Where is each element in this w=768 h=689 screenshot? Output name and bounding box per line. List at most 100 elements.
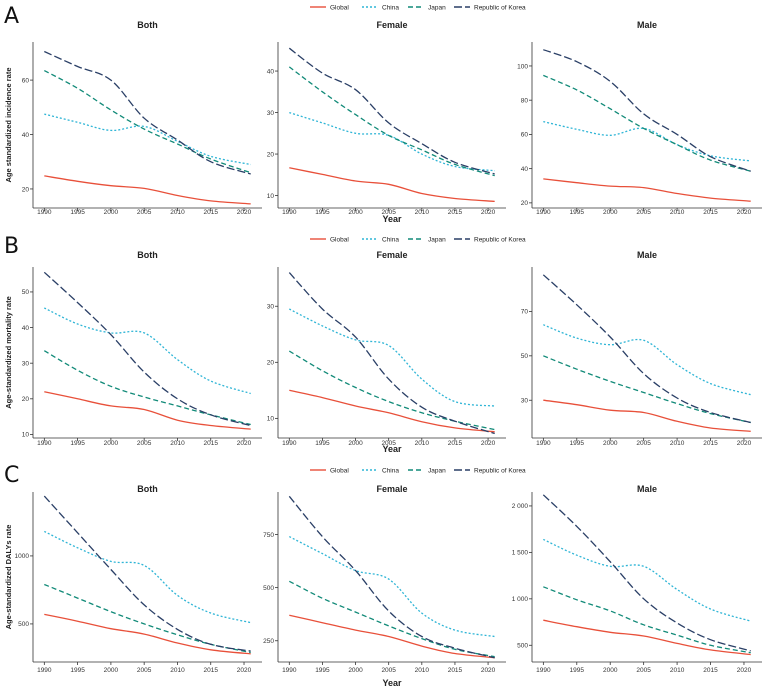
series-line-china [44, 530, 251, 624]
y-tick-label: 10 [22, 432, 30, 439]
series-line-china [289, 111, 495, 172]
x-tick-label: 2015 [204, 440, 219, 447]
x-tick-label: 2015 [703, 667, 718, 674]
series-line-japan [543, 355, 751, 424]
x-tick-label: 2005 [137, 667, 152, 674]
x-axis-label: Year [382, 444, 402, 454]
chart-C-both: Both 500 1000 1990 1995 2000 2005 2010 2015 2020 A… [4, 484, 262, 674]
series-line-japan [289, 580, 495, 658]
x-tick-label: 1990 [536, 440, 551, 447]
x-tick-label: 2000 [348, 209, 363, 216]
series-line-china [288, 308, 495, 407]
series-line-global [44, 175, 251, 205]
x-tick-label: 2020 [737, 440, 752, 447]
legend-label-global: Global [330, 5, 349, 12]
x-tick-label: 2000 [603, 209, 618, 216]
y-tick-label: 70 [521, 309, 529, 316]
x-tick-label: 1990 [37, 209, 52, 216]
series-line-global [289, 167, 495, 203]
series-line-japan [543, 586, 751, 654]
y-tick-label: 30 [267, 110, 275, 117]
x-tick-label: 1990 [282, 209, 297, 216]
series-line-global [289, 389, 495, 433]
facet-title: Both [137, 484, 158, 494]
x-axis-label: Year [382, 678, 402, 688]
series-line-republic-of-korea [43, 495, 251, 652]
series-line-japan [44, 70, 251, 174]
series-line-republic-of-korea [542, 274, 751, 424]
chart-C-male: Male 500 1 000 1 500 2 000 1990 1995 2000 2005 20… [512, 484, 762, 674]
series-line-global [543, 399, 751, 432]
series-line-republic-of-korea [43, 271, 251, 427]
facet-title: Male [637, 250, 657, 260]
y-tick-label: 60 [22, 77, 30, 84]
x-tick-label: 2000 [348, 440, 363, 447]
y-tick-label: 10 [267, 193, 275, 200]
panel-label-A: A [4, 4, 19, 29]
x-tick-label: 1995 [570, 209, 585, 216]
legend-label-china: China [382, 5, 399, 12]
x-tick-label: 2000 [603, 667, 618, 674]
y-tick-label: 40 [22, 325, 30, 332]
x-tick-label: 1995 [315, 440, 330, 447]
x-tick-label: 2000 [603, 440, 618, 447]
y-axis-label: Age-standardized mortality rate [4, 296, 13, 409]
x-tick-label: 2010 [170, 667, 185, 674]
y-tick-label: 50 [521, 353, 529, 360]
x-tick-label: 2000 [104, 667, 119, 674]
series-line-japan [43, 350, 251, 426]
chart-A-female: Female 10 20 30 40 1990 1995 2000 2005 2010 2015 20… [267, 20, 506, 224]
x-tick-label: 2010 [415, 209, 430, 216]
facet-title: Male [637, 20, 657, 30]
x-tick-label: 2020 [481, 209, 496, 216]
legend-label-republic-of-korea: Republic of Korea [474, 237, 526, 244]
x-tick-label: 2015 [204, 209, 219, 216]
x-tick-label: 1995 [570, 440, 585, 447]
x-tick-label: 2010 [415, 440, 430, 447]
legend-B: Global China Japan Republic of Korea [310, 237, 526, 244]
series-line-japan [543, 74, 751, 172]
x-tick-label: 1995 [315, 209, 330, 216]
y-tick-label: 30 [267, 304, 275, 311]
x-tick-label: 2020 [481, 440, 496, 447]
y-tick-label: 1000 [15, 553, 30, 560]
panel-label-C: C [4, 463, 19, 488]
facet-title: Both [137, 20, 158, 30]
series-line-global [543, 178, 751, 202]
chart-A-both: Both 20 40 60 1990 1995 2000 2005 2010 2015 2020 Ag… [4, 20, 262, 216]
series-line-japan [44, 583, 251, 654]
x-tick-label: 2015 [204, 667, 219, 674]
series-line-china [543, 324, 751, 396]
x-tick-label: 2000 [104, 209, 119, 216]
y-tick-label: 30 [22, 360, 30, 367]
legend-label-china: China [382, 468, 399, 475]
legend-label-china: China [382, 237, 399, 244]
legend-label-republic-of-korea: Republic of Korea [474, 5, 526, 12]
x-tick-label: 1995 [70, 667, 85, 674]
y-tick-label: 40 [521, 166, 529, 173]
y-tick-label: 20 [22, 396, 30, 403]
y-tick-label: 30 [521, 398, 529, 405]
x-tick-label: 1995 [570, 667, 585, 674]
y-tick-label: 1 000 [512, 596, 529, 603]
chart-B-female: Female 10 20 30 1990 1995 2000 2005 2010 2015 2020… [267, 250, 506, 454]
y-tick-label: 500 [263, 585, 274, 592]
legend-C: Global China Japan Republic of Korea [310, 468, 526, 475]
series-line-japan [288, 66, 495, 177]
x-tick-label: 2005 [636, 440, 651, 447]
series-line-republic-of-korea [44, 50, 251, 175]
series-line-global [543, 619, 751, 656]
series-line-china [543, 120, 751, 162]
series-line-republic-of-korea [542, 494, 751, 652]
y-tick-label: 500 [517, 643, 528, 650]
x-tick-label: 2005 [137, 209, 152, 216]
y-tick-label: 100 [517, 63, 528, 70]
chart-A-male: Male 20 40 60 80 100 1990 1995 2000 2005 2010 2015 2… [517, 20, 762, 216]
x-tick-label: 2010 [670, 209, 685, 216]
chart-C-female: Female 250 500 750 1990 1995 2000 2005 2010 2015 2… [263, 484, 506, 688]
legend-label-global: Global [330, 237, 349, 244]
x-tick-label: 1990 [37, 440, 52, 447]
chart-B-male: Male 30 50 70 1990 1995 2000 2005 2010 2015 2020 [521, 250, 762, 447]
x-tick-label: 1990 [37, 667, 52, 674]
